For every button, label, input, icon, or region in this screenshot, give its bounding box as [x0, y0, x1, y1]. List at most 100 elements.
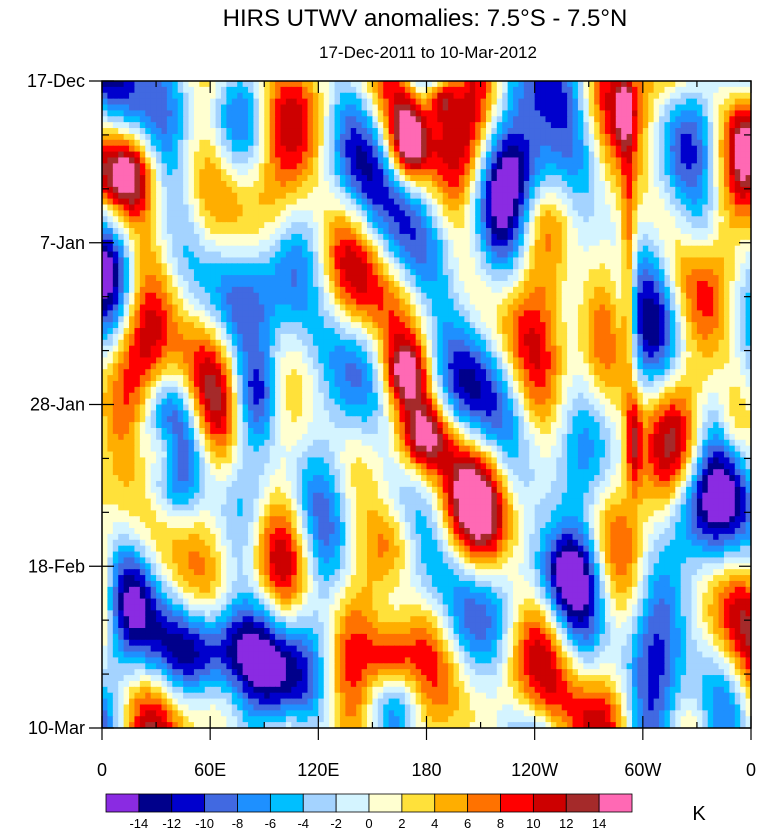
contour-cell	[248, 81, 255, 88]
contour-cell	[740, 286, 747, 294]
contour-cell	[377, 116, 384, 123]
contour-cell	[334, 251, 341, 259]
contour-cell	[572, 263, 579, 270]
contour-cell	[599, 263, 606, 270]
contour-cell	[102, 139, 109, 147]
contour-cell	[480, 322, 487, 329]
contour-cell	[540, 128, 547, 135]
contour-cell	[421, 104, 428, 112]
contour-cell	[258, 145, 265, 153]
contour-cell	[475, 257, 482, 264]
contour-cell	[572, 169, 579, 176]
contour-cell	[642, 263, 649, 270]
contour-cell	[723, 163, 730, 170]
contour-cell	[604, 192, 611, 200]
contour-cell	[350, 275, 357, 282]
contour-cell	[604, 304, 611, 311]
contour-cell	[285, 81, 292, 88]
contour-cell	[485, 204, 492, 211]
contour-cell	[215, 251, 222, 259]
contour-cell	[604, 139, 611, 147]
contour-cell	[577, 204, 584, 211]
contour-cell	[469, 298, 476, 306]
contour-cell	[318, 292, 325, 300]
contour-cell	[653, 257, 660, 264]
contour-cell	[718, 98, 725, 106]
contour-cell	[410, 92, 417, 100]
contour-cell	[264, 210, 271, 217]
contour-cell	[745, 86, 751, 94]
contour-cell	[377, 292, 384, 300]
contour-cell	[156, 245, 163, 253]
contour-cell	[464, 98, 471, 106]
contour-cell	[394, 275, 401, 282]
contour-cell	[399, 251, 406, 259]
contour-cell	[664, 204, 671, 211]
contour-cell	[329, 139, 336, 147]
contour-cell	[339, 133, 346, 141]
contour-cell	[588, 110, 595, 117]
contour-cell	[713, 128, 720, 135]
contour-cell	[637, 81, 644, 88]
contour-cell	[394, 192, 401, 200]
contour-cell	[210, 198, 217, 206]
contour-cell	[377, 157, 384, 164]
contour-cell	[718, 145, 725, 153]
contour-cell	[469, 198, 476, 206]
contour-cell	[518, 216, 525, 223]
contour-cell	[453, 204, 460, 211]
contour-cell	[150, 139, 157, 147]
contour-cell	[318, 139, 325, 147]
contour-cell	[220, 151, 227, 159]
contour-cell	[269, 251, 276, 259]
contour-cell	[513, 169, 520, 176]
contour-cell	[496, 186, 503, 194]
contour-cell	[361, 286, 368, 294]
contour-cell	[253, 116, 260, 123]
contour-cell	[431, 222, 438, 229]
contour-cell	[150, 86, 157, 94]
contour-cell	[404, 257, 411, 264]
contour-cell	[604, 116, 611, 123]
contour-cell	[285, 98, 292, 106]
contour-cell	[139, 104, 146, 112]
contour-cell	[210, 116, 217, 123]
contour-cell	[329, 86, 336, 94]
contour-cell	[112, 128, 119, 135]
contour-cell	[102, 275, 109, 282]
contour-cell	[215, 81, 222, 88]
contour-cell	[107, 186, 114, 194]
contour-cell	[177, 81, 184, 88]
contour-cell	[545, 298, 552, 306]
contour-cell	[415, 151, 422, 159]
contour-cell	[599, 228, 606, 235]
contour-cell	[680, 292, 687, 300]
contour-cell	[458, 322, 465, 329]
contour-cell	[161, 122, 168, 129]
contour-cell	[686, 216, 693, 223]
contour-cell	[302, 275, 309, 282]
contour-cell	[226, 316, 233, 323]
contour-cell	[485, 145, 492, 153]
contour-cell	[107, 163, 114, 170]
contour-cell	[615, 286, 622, 294]
contour-cell	[177, 251, 184, 259]
contour-cell	[226, 286, 233, 294]
contour-cell	[680, 110, 687, 117]
contour-cell	[210, 322, 217, 329]
contour-cell	[653, 239, 660, 247]
contour-cell	[264, 186, 271, 194]
contour-cell	[215, 145, 222, 153]
contour-cell	[615, 257, 622, 264]
contour-cell	[394, 151, 401, 159]
contour-cell	[496, 175, 503, 182]
contour-cell	[529, 257, 536, 264]
contour-cell	[448, 86, 455, 94]
contour-cell	[264, 286, 271, 294]
contour-cell	[269, 310, 276, 317]
contour-cell	[518, 92, 525, 100]
contour-cell	[296, 263, 303, 270]
contour-cell	[172, 233, 179, 241]
contour-cell	[475, 210, 482, 217]
contour-cell	[626, 192, 633, 200]
